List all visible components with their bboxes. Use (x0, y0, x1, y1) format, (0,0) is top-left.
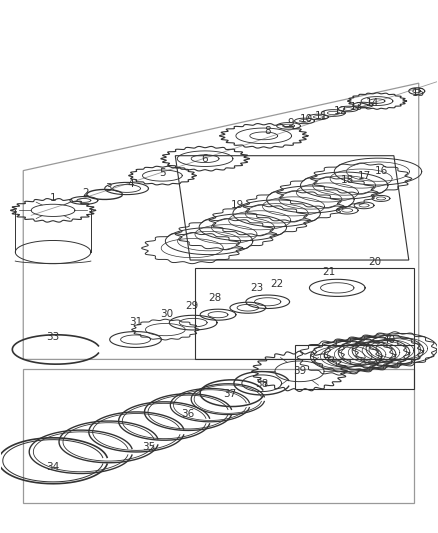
Text: 18: 18 (341, 174, 354, 184)
Text: 20: 20 (368, 257, 381, 267)
Text: 28: 28 (208, 293, 222, 303)
Text: 12: 12 (334, 106, 347, 116)
Text: 6: 6 (201, 154, 208, 164)
Text: 5: 5 (159, 167, 166, 177)
Text: 11: 11 (315, 111, 328, 121)
Text: 15: 15 (412, 88, 425, 98)
Text: 21: 21 (323, 267, 336, 277)
Text: 8: 8 (265, 126, 271, 136)
Text: 22: 22 (270, 279, 283, 289)
Text: 17: 17 (357, 171, 371, 181)
Text: 40: 40 (382, 335, 396, 344)
Text: 39: 39 (293, 366, 306, 376)
Text: 23: 23 (250, 283, 263, 293)
Text: 1: 1 (50, 193, 57, 204)
Text: 34: 34 (46, 462, 60, 472)
Text: 13: 13 (350, 102, 363, 112)
Text: 9: 9 (287, 118, 294, 128)
Text: 29: 29 (186, 301, 199, 311)
Text: 3: 3 (106, 182, 112, 192)
Text: 35: 35 (142, 442, 155, 452)
Text: 2: 2 (82, 189, 89, 198)
Text: 38: 38 (255, 379, 268, 389)
Text: 14: 14 (365, 98, 378, 108)
Text: 31: 31 (129, 317, 142, 327)
Text: 30: 30 (160, 309, 173, 319)
Text: 33: 33 (46, 332, 60, 342)
Text: 36: 36 (182, 409, 195, 419)
Text: 37: 37 (223, 389, 237, 399)
Text: 10: 10 (300, 114, 313, 124)
Text: 16: 16 (374, 166, 388, 175)
Text: 19: 19 (231, 200, 244, 211)
Text: 4: 4 (127, 179, 134, 189)
